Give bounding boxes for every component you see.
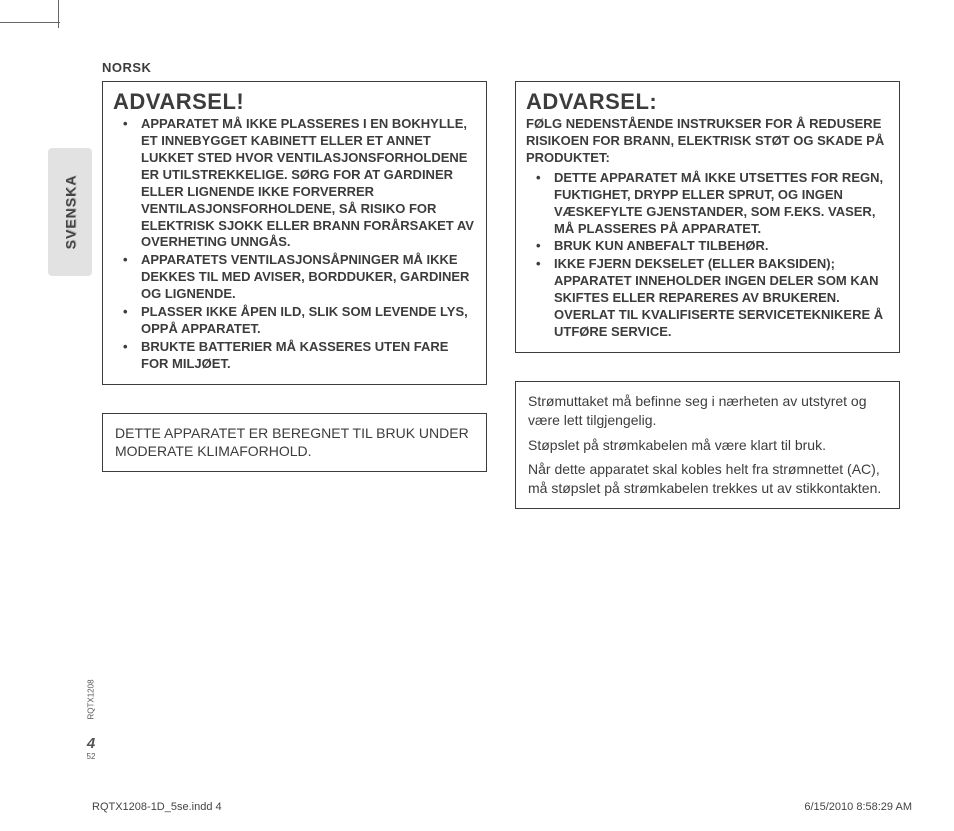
right-column: ADVARSEL: FØLG NEDENSTÅENDE INSTRUKSER F… (515, 81, 900, 509)
climate-text: DETTE APPARATET ER BEREGNET TIL BRUK UND… (115, 425, 469, 460)
doc-code: RQTX1208 (87, 690, 96, 720)
list-item: BRUKTE BATTERIER MÅ KASSERES UTEN FARE F… (113, 339, 476, 373)
page-gutter: RQTX1208 4 52 (76, 700, 106, 761)
list-item: APPARATET MÅ IKKE PLASSERES I EN BOKHYLL… (113, 116, 476, 251)
list-item: PLASSER IKKE ÅPEN ILD, SLIK SOM LEVENDE … (113, 304, 476, 338)
columns: ADVARSEL! APPARATET MÅ IKKE PLASSERES I … (102, 81, 914, 509)
page-number-small: 52 (76, 752, 106, 761)
list-item: APPARATETS VENTILASJONSÅPNINGER MÅ IKKE … (113, 252, 476, 303)
warning-box-2: ADVARSEL: FØLG NEDENSTÅENDE INSTRUKSER F… (515, 81, 900, 353)
print-footer: RQTX1208-1D_5se.indd 4 6/15/2010 8:58:29… (92, 801, 912, 813)
outlet-info-box: Strømuttaket må befinne seg i nærheten a… (515, 381, 900, 509)
page-number-large: 4 (76, 735, 106, 752)
crop-mark-top (0, 22, 60, 23)
crop-mark-left (58, 0, 59, 28)
warning-box-1: ADVARSEL! APPARATET MÅ IKKE PLASSERES I … (102, 81, 487, 385)
warning-intro: FØLG NEDENSTÅENDE INSTRUKSER FOR Å REDUS… (526, 116, 889, 167)
warning-list: APPARATET MÅ IKKE PLASSERES I EN BOKHYLL… (113, 116, 476, 372)
para: Støpslet på strømkabelen må være klart t… (528, 436, 887, 455)
footer-timestamp: 6/15/2010 8:58:29 AM (804, 801, 912, 813)
warning-heading-2: ADVARSEL: (526, 90, 889, 114)
list-item: BRUK KUN ANBEFALT TILBEHØR. (526, 238, 889, 255)
para: Når dette apparatet skal kobles helt fra… (528, 460, 887, 498)
warning-list-2: DETTE APPARATET MÅ IKKE UTSETTES FOR REG… (526, 170, 889, 341)
list-item: DETTE APPARATET MÅ IKKE UTSETTES FOR REG… (526, 170, 889, 238)
list-item: IKKE FJERN DEKSELET (ELLER BAKSIDEN); AP… (526, 256, 889, 340)
language-header: NORSK (102, 60, 914, 75)
left-column: ADVARSEL! APPARATET MÅ IKKE PLASSERES I … (102, 81, 487, 509)
climate-box: DETTE APPARATET ER BEREGNET TIL BRUK UND… (102, 413, 487, 473)
para: Strømuttaket må befinne seg i nærheten a… (528, 392, 887, 430)
warning-heading: ADVARSEL! (113, 90, 476, 114)
footer-file: RQTX1208-1D_5se.indd 4 (92, 801, 222, 813)
page-content: NORSK ADVARSEL! APPARATET MÅ IKKE PLASSE… (64, 60, 914, 509)
